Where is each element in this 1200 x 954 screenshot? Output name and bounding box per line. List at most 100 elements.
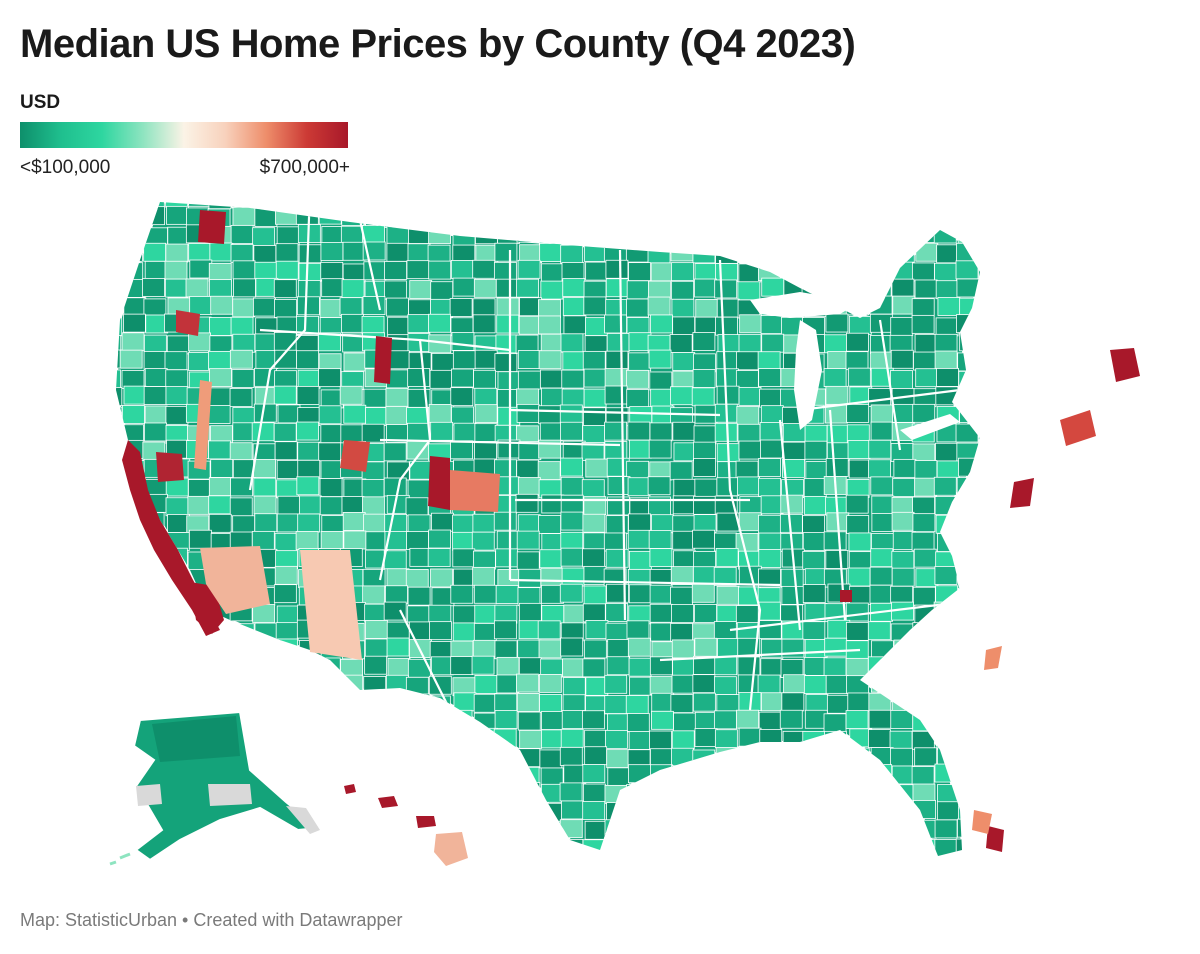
county-cell — [672, 530, 696, 550]
county-cell — [343, 835, 366, 855]
county-cell — [694, 857, 716, 875]
county-cell — [471, 655, 495, 675]
county-cell — [296, 476, 320, 496]
county-cell — [891, 658, 915, 678]
county-cell — [452, 548, 476, 568]
county-cell — [758, 549, 782, 568]
county-cell — [956, 745, 980, 765]
county-cell — [871, 225, 895, 245]
county-cell — [715, 368, 739, 388]
county-cell — [716, 477, 740, 497]
county-cell — [936, 710, 960, 730]
county-cell — [670, 820, 694, 840]
county-cell — [185, 677, 209, 696]
county-cell — [471, 836, 495, 856]
county-cell — [116, 406, 123, 426]
county-cell — [385, 674, 409, 694]
county-cell — [431, 353, 455, 372]
county-cell — [891, 550, 915, 570]
county-cell — [472, 782, 496, 802]
county-cell — [495, 783, 518, 803]
county-cell — [914, 477, 938, 497]
county-cell — [823, 206, 847, 226]
county-cell — [116, 784, 123, 803]
county-cell — [273, 584, 297, 604]
bay-state-high — [1110, 348, 1140, 382]
county-cell — [651, 710, 674, 730]
county-cell — [912, 496, 935, 516]
county-cell — [142, 278, 165, 297]
county-cell — [823, 657, 847, 677]
county-cell — [647, 838, 671, 856]
county-cell — [406, 407, 429, 426]
county-cell — [935, 442, 958, 462]
county-cell — [736, 709, 759, 729]
county-cell — [737, 656, 761, 676]
county-cell — [386, 621, 410, 641]
county-cell — [782, 730, 806, 750]
county-cell — [321, 693, 345, 712]
county-cell — [934, 333, 958, 353]
county-cell — [517, 350, 541, 369]
county-cell — [673, 442, 697, 462]
county-cell — [116, 731, 122, 751]
county-cell — [163, 638, 187, 658]
county-cell — [275, 767, 298, 786]
county-cell — [231, 623, 255, 643]
county-cell — [540, 333, 564, 353]
county-cell — [539, 694, 562, 713]
county-cell — [607, 639, 631, 658]
county-cell — [232, 858, 254, 876]
county-cell — [893, 818, 917, 837]
county-cell — [362, 729, 386, 749]
map-credit: Map: StatisticUrban • Created with Dataw… — [20, 910, 403, 930]
county-cell — [362, 695, 386, 715]
dc-area-high — [1010, 478, 1034, 508]
inland-california-mid-high — [200, 546, 270, 614]
county-cell — [405, 497, 429, 517]
county-cell — [651, 514, 674, 534]
county-cell — [802, 532, 826, 551]
nyc-dc-corridor — [1060, 410, 1096, 446]
county-cell — [977, 622, 980, 642]
county-cell — [738, 202, 762, 208]
county-cell — [320, 713, 344, 732]
county-cell — [715, 837, 739, 856]
county-cell — [603, 243, 627, 263]
county-cell — [142, 605, 165, 625]
county-cell — [142, 691, 166, 711]
county-cell — [319, 819, 342, 838]
county-cell — [516, 223, 540, 243]
county-cell — [891, 765, 915, 785]
county-cell — [913, 875, 935, 880]
county-cell — [384, 513, 408, 533]
county-cell — [296, 729, 320, 749]
county-cell — [428, 711, 452, 731]
county-cell — [518, 602, 542, 622]
county-cell — [694, 637, 718, 657]
county-cell — [803, 227, 827, 247]
county-cell — [408, 225, 431, 244]
county-cell — [516, 530, 540, 550]
county-cell — [626, 298, 649, 318]
county-cell — [869, 584, 893, 604]
county-cell — [889, 730, 913, 750]
county-cell — [824, 747, 848, 767]
county-cell — [892, 478, 916, 497]
county-cell — [647, 296, 671, 316]
county-cell — [737, 423, 761, 443]
county-cell — [757, 351, 781, 371]
county-cell — [276, 838, 300, 856]
alaska-panhandle — [286, 806, 320, 834]
county-cell — [297, 369, 321, 389]
county-cell — [296, 385, 320, 405]
county-cell — [472, 513, 496, 533]
county-cell — [955, 260, 979, 280]
county-cell — [538, 315, 561, 335]
county-cell — [847, 875, 869, 880]
county-cell — [120, 202, 144, 209]
county-cell — [232, 515, 256, 535]
county-cell — [165, 604, 189, 623]
county-cell — [649, 422, 673, 442]
county-cell — [647, 817, 671, 837]
